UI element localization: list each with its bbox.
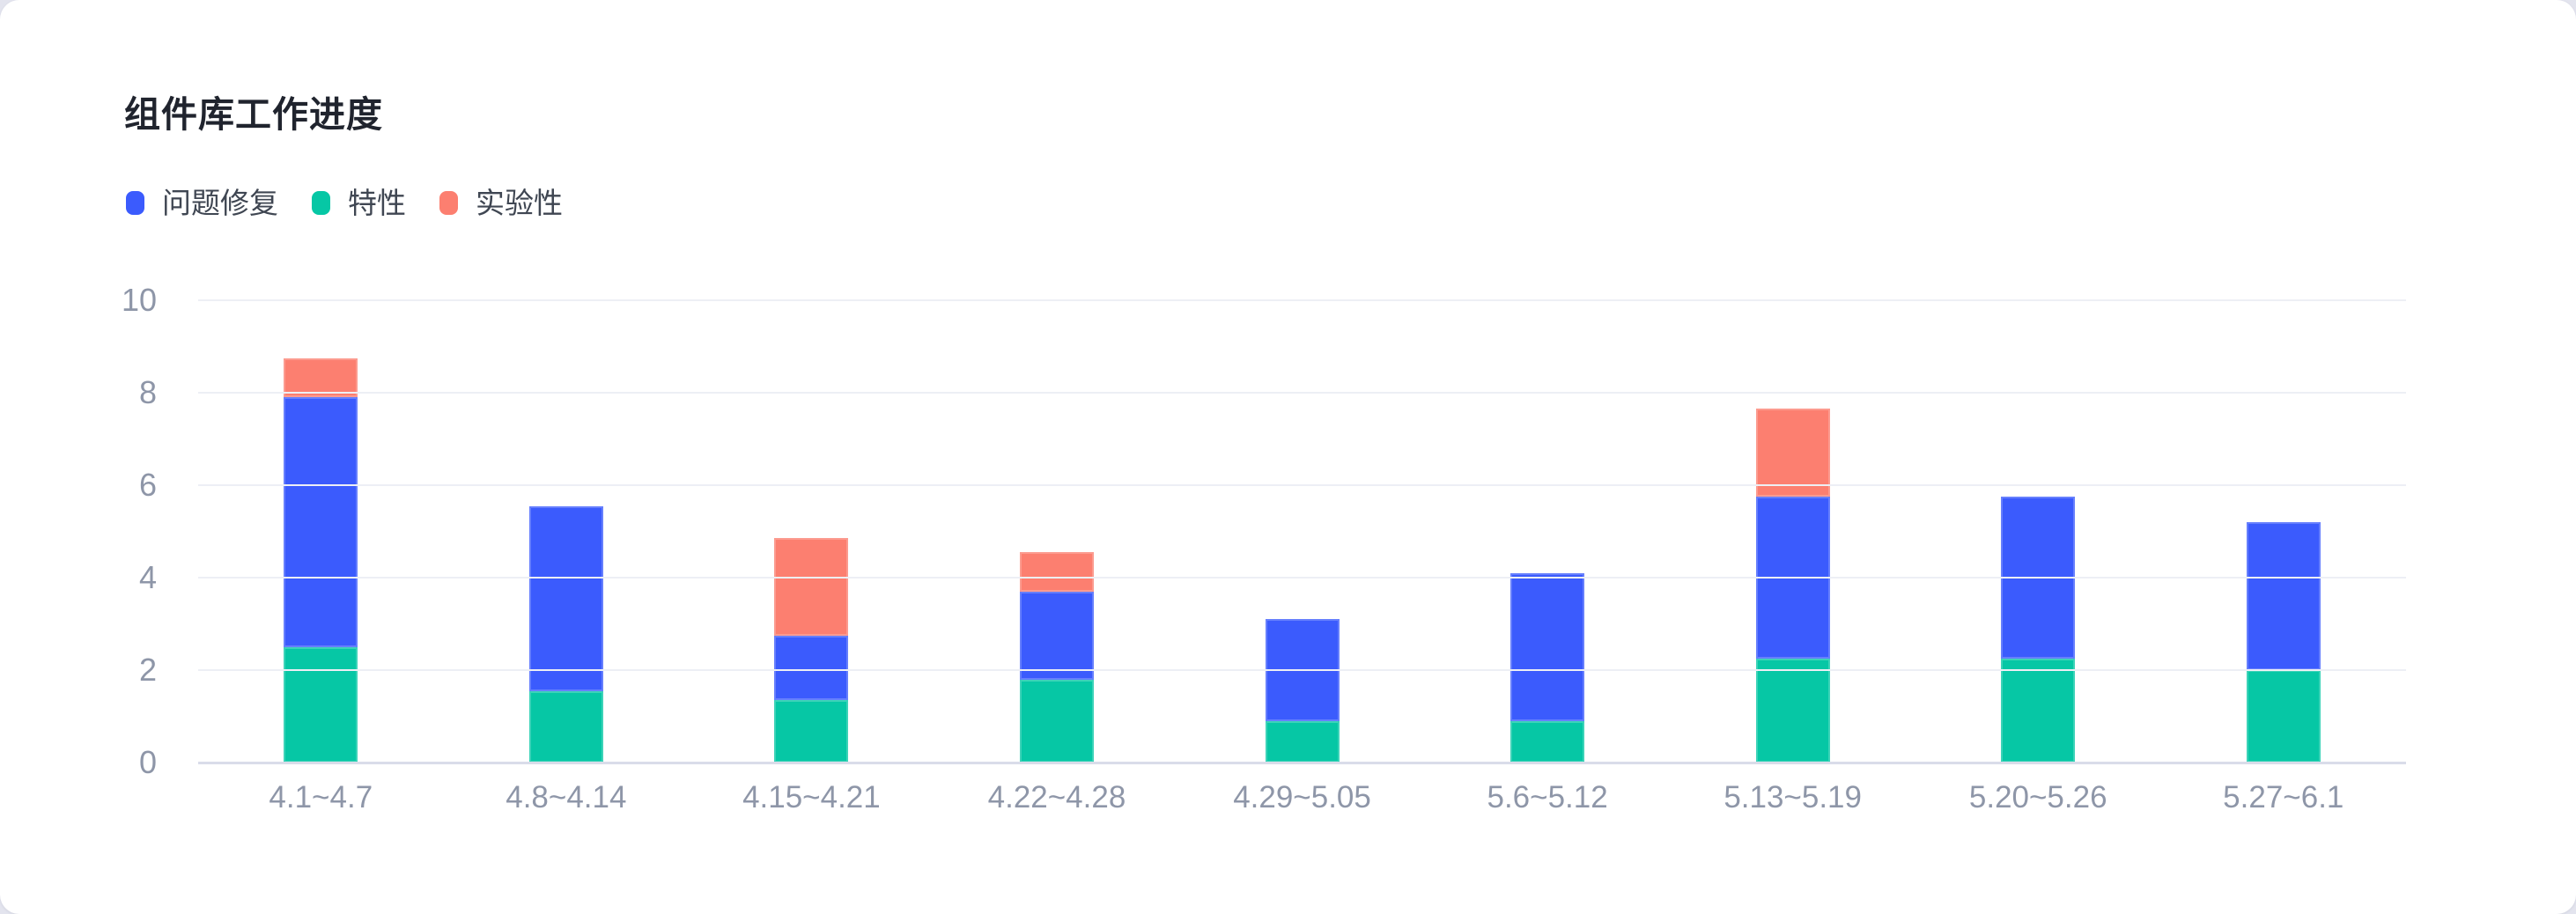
legend-item-bugfix[interactable]: 问题修复 <box>126 188 278 217</box>
legend-item-feature[interactable]: 特性 <box>312 188 406 217</box>
x-axis-line <box>198 762 2406 764</box>
bar-segment[interactable] <box>1019 591 1094 680</box>
bar-slot: 4.1~4.7 <box>198 300 444 814</box>
x-axis-tick-label: 5.13~5.19 <box>1723 780 1862 814</box>
stacked-bar[interactable] <box>774 538 849 763</box>
y-axis-tick-label: 4 <box>138 559 157 595</box>
bar-segment[interactable] <box>2246 670 2321 763</box>
bar-segment[interactable] <box>774 635 849 701</box>
gridline <box>198 299 2406 301</box>
bar-slot: 4.8~4.14 <box>444 300 690 814</box>
legend-label: 问题修复 <box>162 187 278 219</box>
stacked-bar[interactable] <box>1019 552 1094 763</box>
bar-segment[interactable] <box>2246 522 2321 670</box>
bar-slot: 5.20~5.26 <box>1915 300 2161 814</box>
bar-segment[interactable] <box>1265 720 1340 763</box>
y-axis-tick-label: 0 <box>138 744 157 780</box>
y-axis-tick-label: 8 <box>138 374 157 410</box>
bar-segment[interactable] <box>1755 658 1830 763</box>
bar-slot: 4.22~4.28 <box>934 300 1180 814</box>
gridline <box>198 392 2406 394</box>
bar-segment[interactable] <box>1019 552 1094 592</box>
x-axis-tick-label: 4.29~5.05 <box>1233 780 1371 814</box>
bar-segment[interactable] <box>284 646 358 763</box>
stacked-bar[interactable] <box>1755 409 1830 763</box>
x-axis-tick-label: 4.15~4.21 <box>742 780 881 814</box>
x-axis-tick-label: 4.22~4.28 <box>987 780 1126 814</box>
bar-segment[interactable] <box>774 538 849 636</box>
x-axis-tick-label: 5.27~6.1 <box>2223 780 2344 814</box>
legend-label: 实验性 <box>476 187 563 219</box>
stacked-bar[interactable] <box>2246 522 2321 763</box>
bar-segment[interactable] <box>774 700 849 763</box>
stacked-bar[interactable] <box>1265 619 1340 763</box>
bar-slot: 5.6~5.12 <box>1425 300 1671 814</box>
legend-item-experimental[interactable]: 实验性 <box>439 188 563 217</box>
y-axis-tick-label: 10 <box>121 282 157 318</box>
x-axis-tick-label: 5.6~5.12 <box>1487 780 1608 814</box>
legend-swatch-icon <box>439 191 458 215</box>
legend-swatch-icon <box>126 191 144 215</box>
bar-segment[interactable] <box>1510 720 1585 763</box>
bar-slot: 5.13~5.19 <box>1670 300 1915 814</box>
stacked-bar[interactable] <box>528 505 603 763</box>
x-axis-tick-label: 4.1~4.7 <box>269 780 373 814</box>
bar-slot: 4.29~5.05 <box>1179 300 1425 814</box>
y-axis-tick-label: 2 <box>138 652 157 688</box>
bar-segment[interactable] <box>1755 409 1830 498</box>
gridline <box>198 669 2406 671</box>
plot-area: 4.1~4.7 4.8~4.14 4.15~4.21 4.22~4.28 4.29~5.… <box>198 299 2407 814</box>
bar-segment[interactable] <box>284 357 358 398</box>
x-axis-tick-label: 4.8~4.14 <box>506 780 627 814</box>
stacked-bar[interactable] <box>284 357 358 763</box>
x-axis-tick-label: 5.20~5.26 <box>1968 780 2107 814</box>
bar-segment[interactable] <box>1019 679 1094 763</box>
legend-swatch-icon <box>312 191 330 215</box>
gridline <box>198 484 2406 486</box>
stacked-bar[interactable] <box>2001 497 2076 763</box>
bar-slot: 4.15~4.21 <box>689 300 934 814</box>
gridline <box>198 577 2406 579</box>
legend-label: 特性 <box>348 187 406 219</box>
bar-slot: 5.27~6.1 <box>2161 300 2407 814</box>
y-axis-tick-label: 6 <box>138 467 157 503</box>
stacked-bar[interactable] <box>1510 572 1585 763</box>
bar-segment[interactable] <box>528 505 603 691</box>
bar-slots: 4.1~4.7 4.8~4.14 4.15~4.21 4.22~4.28 4.29~5.… <box>198 300 2407 814</box>
chart-title: 组件库工作进度 <box>124 94 383 135</box>
bar-segment[interactable] <box>1510 572 1585 721</box>
bar-segment[interactable] <box>528 690 603 763</box>
legend: 问题修复 特性 实验性 <box>126 188 563 217</box>
bar-segment[interactable] <box>284 397 358 647</box>
bar-segment[interactable] <box>2001 658 2076 763</box>
